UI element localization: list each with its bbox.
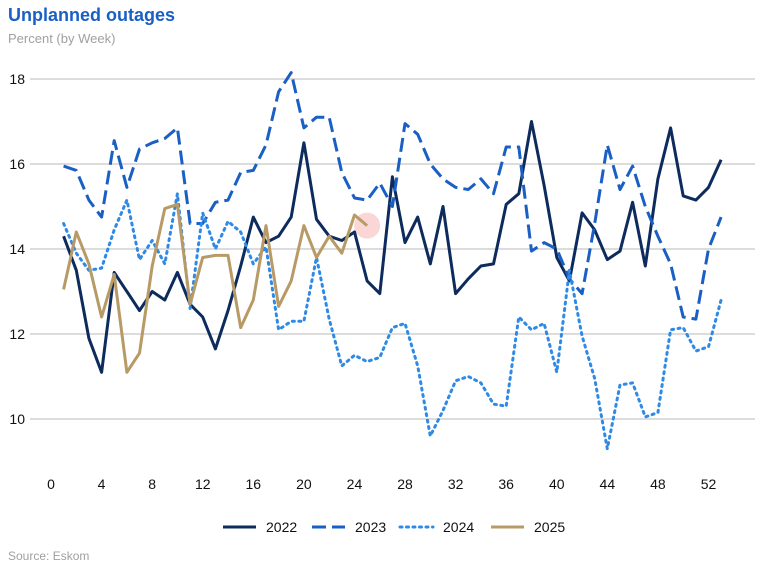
legend-label-2025: 2025 <box>534 519 565 535</box>
gridlines <box>30 78 755 420</box>
y-axis-ticks: 10 12 14 16 18 <box>9 71 25 427</box>
chart-subtitle: Percent (by Week) <box>8 31 116 46</box>
y-tick-label-18: 18 <box>9 71 25 87</box>
series-line-2025 <box>62 202 369 374</box>
series-line-2024 <box>62 192 723 451</box>
series-line-2023 <box>63 71 723 321</box>
x-tick-label-12: 12 <box>195 476 211 492</box>
x-tick-label-4: 4 <box>98 476 106 492</box>
source-note: Source: Eskom <box>8 549 90 563</box>
legend-label-2022: 2022 <box>266 519 297 535</box>
legend-label-2023: 2023 <box>355 519 386 535</box>
x-tick-label-16: 16 <box>246 476 262 492</box>
x-tick-label-36: 36 <box>498 476 514 492</box>
legend-label-2024: 2024 <box>443 519 474 535</box>
x-tick-label-20: 20 <box>296 476 312 492</box>
x-axis-ticks: 0 4 8 12 16 20 24 28 32 36 40 44 48 52 <box>47 476 716 492</box>
x-tick-label-40: 40 <box>549 476 565 492</box>
y-tick-label-10: 10 <box>9 411 25 427</box>
x-tick-label-44: 44 <box>600 476 616 492</box>
legend: 2022 2023 2024 2025 <box>223 519 565 535</box>
x-tick-label-52: 52 <box>701 476 717 492</box>
chart-title: Unplanned outages <box>8 5 176 25</box>
y-tick-label-14: 14 <box>9 241 25 257</box>
y-tick-label-16: 16 <box>9 156 25 172</box>
x-tick-label-24: 24 <box>347 476 363 492</box>
x-tick-label-32: 32 <box>448 476 464 492</box>
y-tick-label-12: 12 <box>9 326 25 342</box>
series-line-2022 <box>62 120 723 374</box>
x-tick-label-0: 0 <box>47 476 55 492</box>
series-lines <box>62 71 723 451</box>
x-tick-label-48: 48 <box>650 476 666 492</box>
x-tick-label-8: 8 <box>148 476 156 492</box>
x-tick-label-28: 28 <box>397 476 413 492</box>
